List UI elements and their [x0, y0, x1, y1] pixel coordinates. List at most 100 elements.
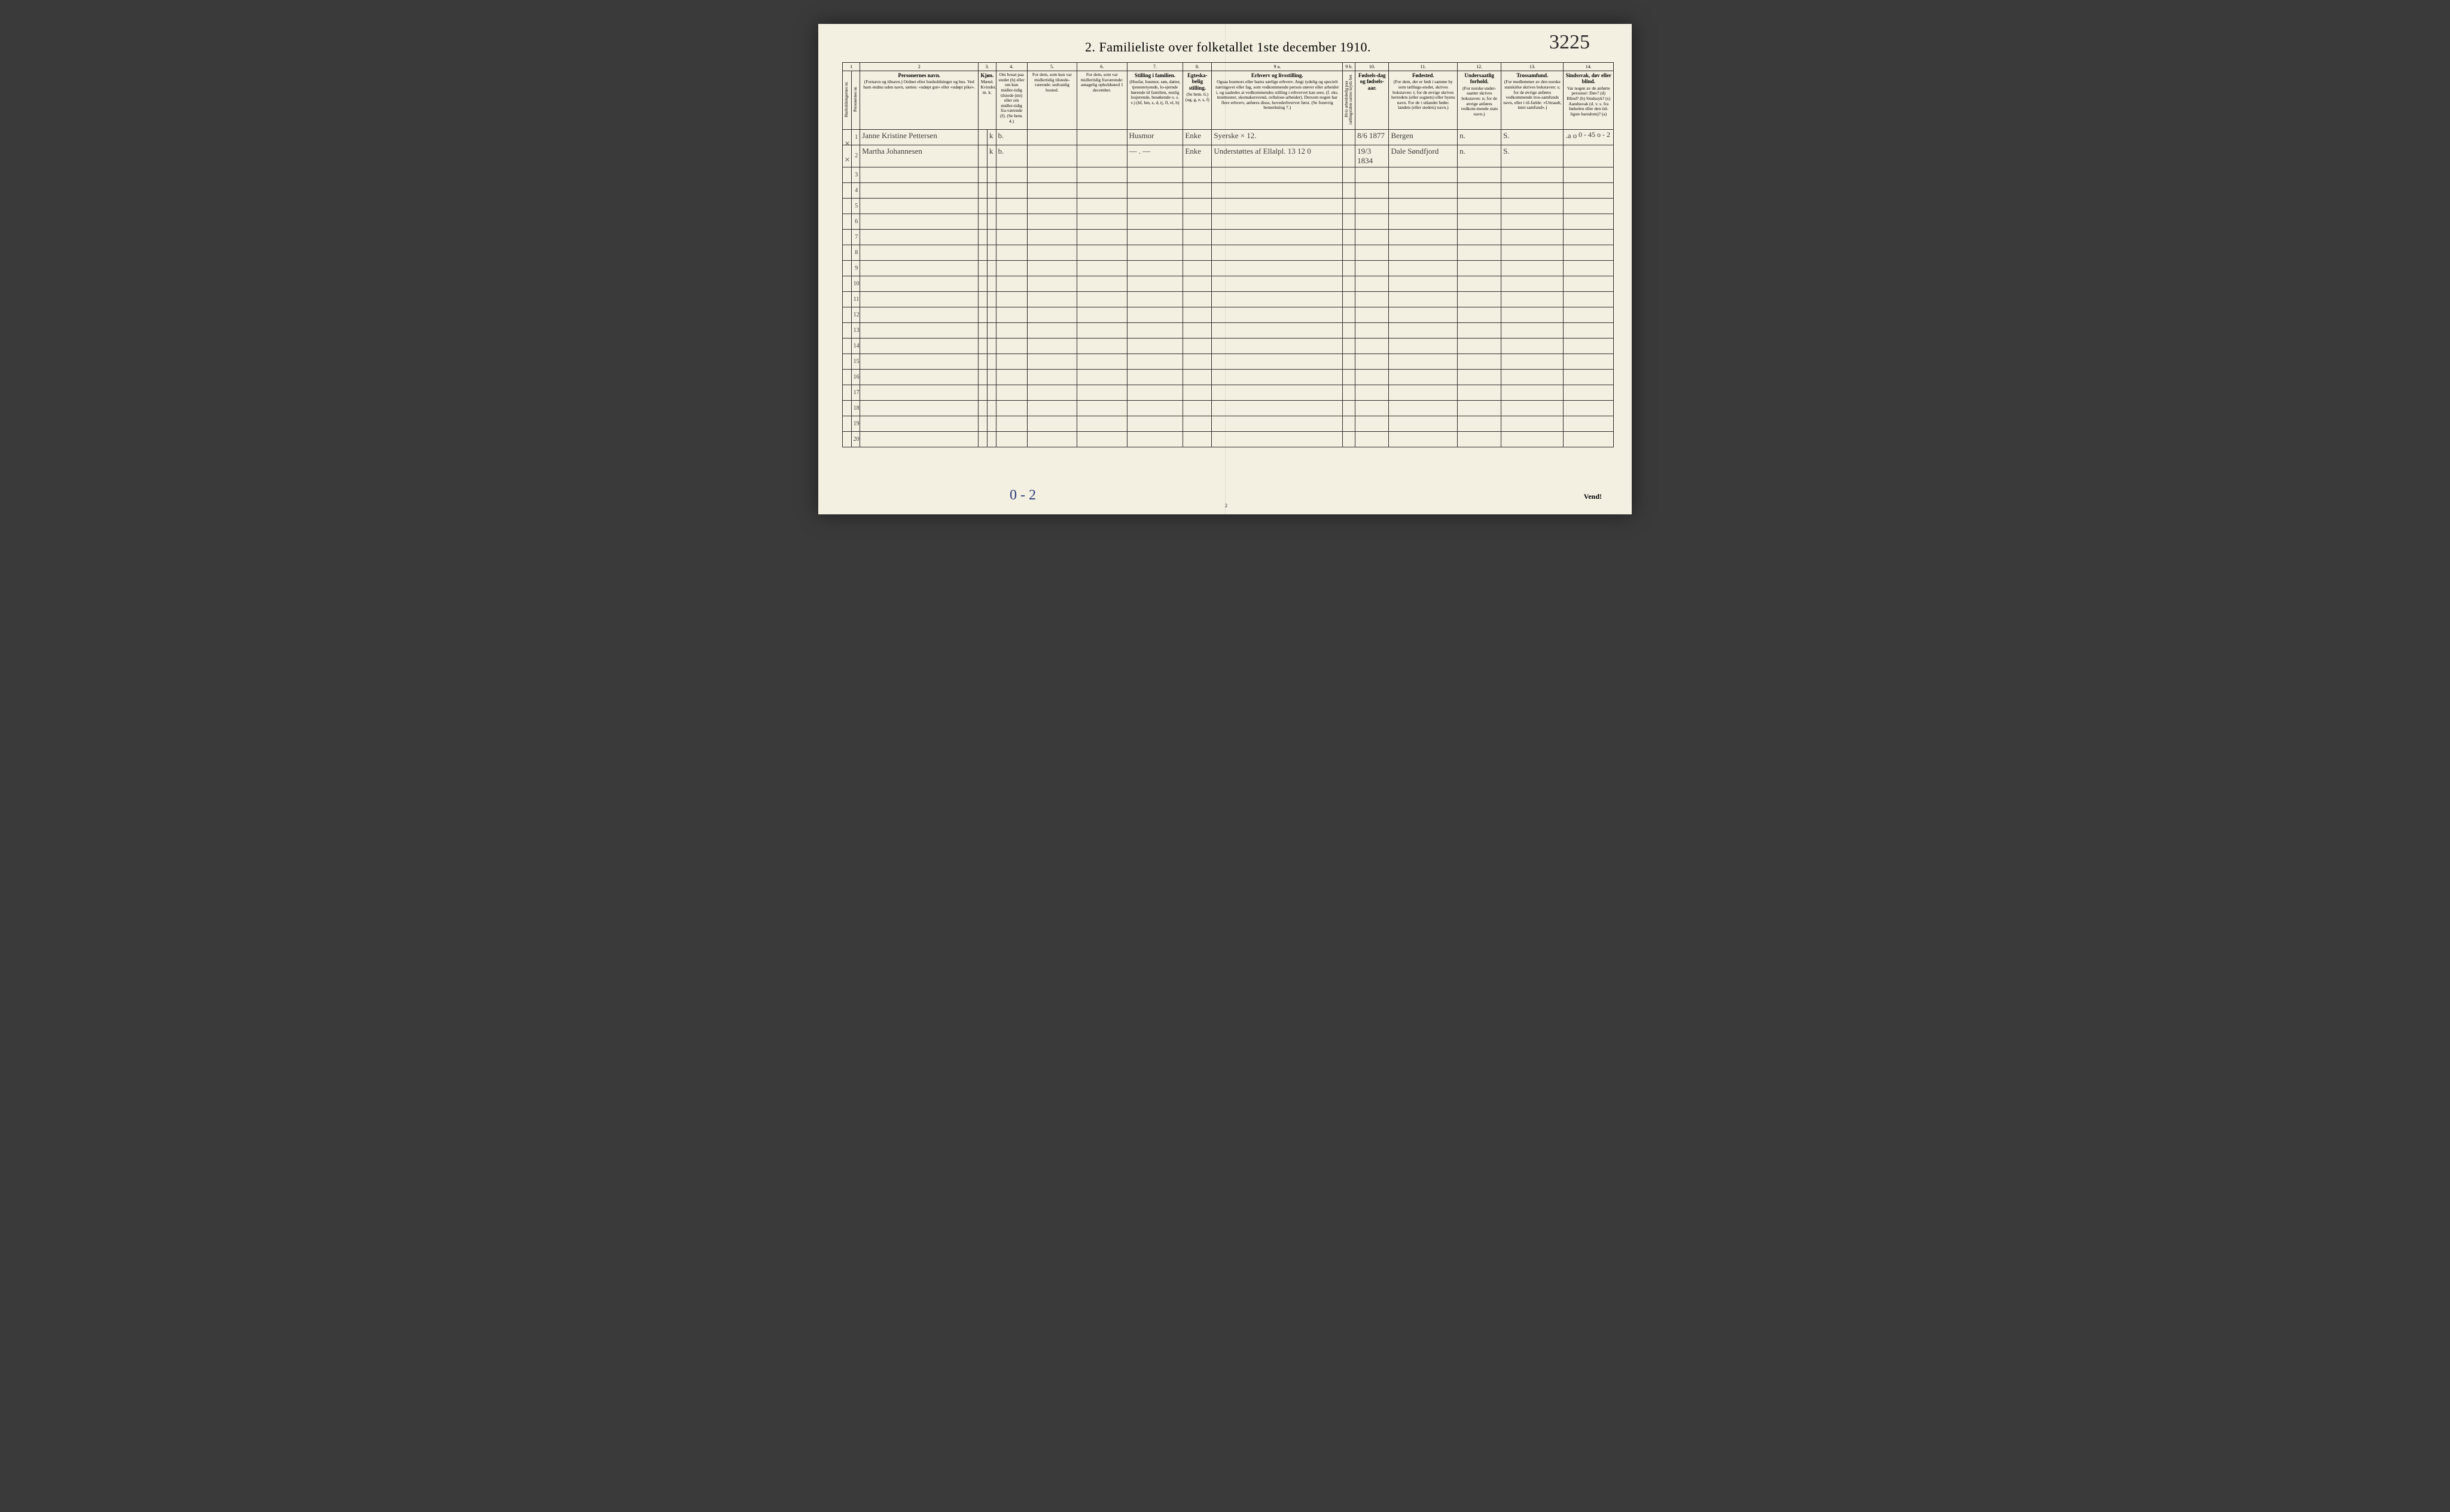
header-names-bold: Personernes navn.	[862, 72, 976, 78]
cell	[996, 276, 1027, 291]
cell	[987, 353, 996, 369]
table-row: 11	[843, 291, 1614, 307]
cell	[1127, 385, 1183, 400]
colnum-13: 13.	[1501, 63, 1564, 71]
cell	[1564, 385, 1614, 400]
cell	[987, 431, 996, 447]
header-names-sub: (Fornavn og tilnavn.) Ordnet efter husho…	[863, 79, 975, 90]
cell	[1077, 353, 1127, 369]
cell	[1077, 416, 1127, 431]
cell	[987, 369, 996, 385]
colnum-3: 3.	[979, 63, 996, 71]
cell	[1355, 276, 1389, 291]
cell	[1458, 214, 1501, 229]
census-form-page: 3225 2. Familieliste over folketallet 1s…	[818, 24, 1632, 514]
colnum-9a: 9 a.	[1212, 63, 1343, 71]
cell	[1127, 198, 1183, 214]
cell	[1027, 431, 1077, 447]
cell	[843, 416, 852, 431]
cell	[1077, 198, 1127, 214]
cell	[1077, 129, 1127, 145]
table-row: 12	[843, 307, 1614, 322]
cell	[1564, 369, 1614, 385]
cell	[1564, 353, 1614, 369]
cell	[860, 214, 979, 229]
cell	[1501, 214, 1564, 229]
colnum-4: 4.	[996, 63, 1027, 71]
cell	[996, 182, 1027, 198]
cell	[979, 416, 988, 431]
cell	[1027, 338, 1077, 353]
cell: Enke	[1183, 145, 1212, 167]
cell	[860, 416, 979, 431]
cell	[1564, 214, 1614, 229]
cell: 15	[851, 353, 860, 369]
cell	[1027, 276, 1077, 291]
cell	[1501, 416, 1564, 431]
cell: Enke	[1183, 129, 1212, 145]
cell	[1458, 322, 1501, 338]
cell: Syerske × 12.	[1212, 129, 1343, 145]
page-fold	[1225, 24, 1226, 514]
table-row: 3	[843, 167, 1614, 182]
cell	[1389, 385, 1458, 400]
cell	[1077, 245, 1127, 260]
cell	[1564, 182, 1614, 198]
colnum-14: 14.	[1564, 63, 1614, 71]
cell	[1343, 198, 1355, 214]
cell	[1458, 260, 1501, 276]
cell	[996, 307, 1027, 322]
table-row: 1Janne Kristine Pettersenkb.HusmorEnkeSy…	[843, 129, 1614, 145]
cell	[1389, 369, 1458, 385]
table-row: 10	[843, 276, 1614, 291]
cell	[1077, 276, 1127, 291]
cell	[843, 214, 852, 229]
cell	[979, 291, 988, 307]
header-residence: Om bosat paa stedet (b) eller om kun mid…	[996, 71, 1027, 130]
header-unemployed: Hvis arbeidsledig paa tællingstiden sætt…	[1343, 71, 1355, 130]
cell: n.	[1458, 145, 1501, 167]
cell	[1027, 245, 1077, 260]
cell	[1564, 145, 1614, 167]
cell	[860, 353, 979, 369]
header-nationality-bold: Undersaatlig forhold.	[1459, 72, 1499, 85]
cell	[1027, 260, 1077, 276]
cell	[1501, 431, 1564, 447]
header-person-nr-text: Personernes nr.	[854, 72, 858, 126]
cell	[1027, 167, 1077, 182]
cell	[1564, 431, 1614, 447]
cell	[1355, 307, 1389, 322]
cell	[1183, 260, 1212, 276]
cell	[843, 400, 852, 416]
colnum-5: 5.	[1027, 63, 1077, 71]
handwritten-page-number: 3225	[1549, 31, 1590, 54]
cell: 12	[851, 307, 860, 322]
cell	[860, 322, 979, 338]
footer-handwritten: 0 - 2	[1010, 487, 1036, 504]
cell	[1183, 307, 1212, 322]
cell: 4	[851, 182, 860, 198]
header-unemployed-text: Hvis arbeidsledig paa tællingstiden sætt…	[1345, 72, 1353, 126]
cell: Janne Kristine Pettersen	[860, 129, 979, 145]
cell: 8/6 1877	[1355, 129, 1389, 145]
cell	[996, 353, 1027, 369]
cell	[1355, 431, 1389, 447]
cell	[1389, 260, 1458, 276]
cell	[987, 338, 996, 353]
cell: 10	[851, 276, 860, 291]
cell	[979, 229, 988, 245]
header-nationality-sub: (For norske under-saatter skrives boksta…	[1461, 86, 1498, 117]
cell: 19/3 1834	[1355, 145, 1389, 167]
cell	[1355, 198, 1389, 214]
cell	[860, 307, 979, 322]
cell	[1389, 307, 1458, 322]
cell	[1458, 229, 1501, 245]
cell	[1127, 322, 1183, 338]
cell	[1343, 416, 1355, 431]
cell	[996, 291, 1027, 307]
cell	[1501, 307, 1564, 322]
cell	[987, 276, 996, 291]
cell	[996, 260, 1027, 276]
cell: 7	[851, 229, 860, 245]
cell	[1077, 400, 1127, 416]
